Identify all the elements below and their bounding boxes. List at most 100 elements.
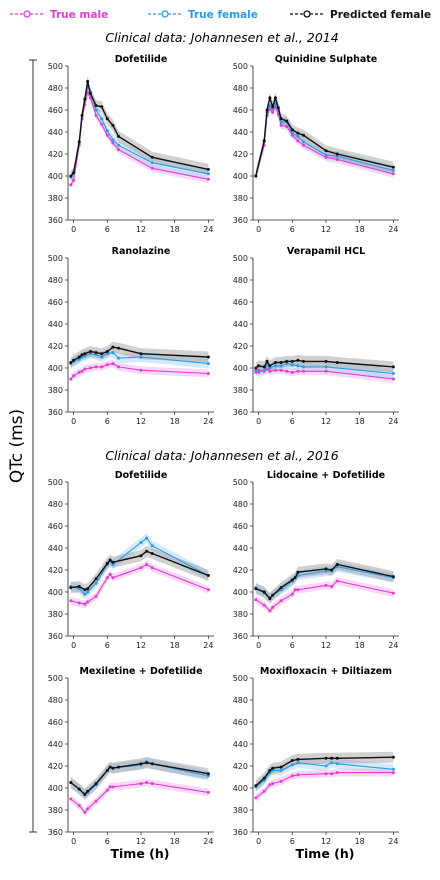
x-tick-label: 12	[321, 225, 331, 234]
data-point-predicted-female	[80, 114, 84, 117]
data-point-true-male	[206, 588, 210, 592]
series-line-true-female	[255, 102, 394, 177]
y-tick-label: 500	[48, 254, 63, 263]
data-point-true-male	[111, 785, 115, 789]
y-tick-label: 440	[48, 544, 63, 553]
data-point-predicted-female	[391, 755, 395, 759]
y-tick-label: 460	[48, 298, 63, 307]
data-point-true-female	[105, 352, 109, 356]
x-axis-label-left: Time (h)	[111, 846, 170, 861]
data-point-true-male	[150, 782, 154, 786]
data-point-predicted-female	[117, 765, 121, 769]
panel-title: Ranolazine	[112, 246, 171, 257]
data-point-predicted-female	[330, 756, 334, 760]
data-point-true-male	[290, 592, 294, 596]
data-point-predicted-female	[111, 560, 115, 564]
data-point-predicted-female	[206, 167, 210, 171]
data-point-true-male	[285, 369, 289, 373]
data-point-predicted-female	[206, 574, 210, 577]
y-tick-label: 440	[48, 740, 63, 749]
data-point-true-male	[77, 804, 81, 808]
data-point-true-male	[94, 114, 98, 117]
panel-title: Dofetilide	[115, 54, 168, 65]
data-point-predicted-female	[324, 149, 328, 153]
data-point-predicted-female	[324, 567, 328, 571]
x-tick-label: 24	[203, 417, 213, 426]
data-point-predicted-female	[150, 552, 154, 555]
data-point-predicted-female	[296, 131, 300, 135]
data-point-true-male	[111, 576, 115, 580]
data-point-true-female	[94, 353, 98, 357]
legend-label-true-male: True male	[50, 9, 108, 21]
x-tick-label: 18	[355, 225, 365, 234]
x-tick-label: 24	[388, 225, 398, 234]
data-point-predicted-female	[279, 586, 283, 590]
data-point-true-female	[150, 161, 154, 165]
data-point-predicted-female	[268, 768, 272, 772]
data-point-true-female	[150, 544, 154, 548]
y-tick-label: 480	[48, 276, 63, 285]
data-point-true-female	[279, 768, 283, 772]
data-point-true-male	[111, 362, 115, 366]
data-point-true-female	[139, 355, 143, 359]
data-point-predicted-female	[94, 577, 98, 581]
data-point-true-female	[296, 364, 300, 368]
data-point-true-male	[290, 774, 294, 778]
y-tick-label: 420	[48, 762, 63, 771]
y-tick-label: 380	[48, 806, 63, 815]
y-tick-label: 440	[233, 740, 248, 749]
data-point-true-male	[324, 369, 328, 373]
data-point-predicted-female	[335, 152, 339, 156]
data-point-predicted-female	[69, 174, 73, 178]
data-point-true-female	[139, 541, 143, 544]
data-point-true-male	[69, 377, 73, 381]
x-tick-label: 12	[321, 641, 331, 650]
data-point-true-male	[206, 790, 210, 794]
data-point-predicted-female	[88, 92, 92, 95]
y-tick-label: 440	[233, 544, 248, 553]
data-point-true-male	[391, 591, 395, 595]
data-point-predicted-female	[290, 759, 294, 762]
data-point-true-male	[265, 367, 269, 371]
data-point-true-female	[335, 762, 339, 766]
data-point-predicted-female	[290, 128, 294, 132]
data-point-true-male	[268, 369, 272, 373]
y-tick-label: 480	[48, 84, 63, 93]
data-point-true-male	[279, 599, 283, 603]
y-tick-label: 400	[233, 588, 248, 597]
x-tick-label: 12	[136, 225, 146, 234]
x-tick-label: 24	[203, 641, 213, 650]
data-point-predicted-female	[139, 352, 143, 356]
data-point-predicted-female	[293, 576, 297, 580]
data-point-true-male	[139, 368, 143, 372]
data-point-true-male	[391, 172, 395, 176]
data-point-predicted-female	[273, 361, 277, 364]
data-point-true-female	[279, 120, 283, 124]
data-point-predicted-female	[262, 776, 266, 780]
data-point-predicted-female	[69, 781, 73, 784]
data-point-true-female	[86, 590, 90, 594]
x-tick-label: 24	[203, 225, 213, 234]
data-point-true-male	[108, 785, 112, 789]
y-tick-label: 360	[233, 216, 248, 225]
data-point-predicted-female	[117, 346, 121, 350]
y-tick-label: 400	[48, 784, 63, 793]
data-point-predicted-female	[83, 352, 87, 356]
data-point-true-female	[105, 129, 109, 133]
panel-title: Moxifloxacin + Diltiazem	[260, 666, 392, 677]
data-point-true-female	[100, 117, 104, 121]
data-point-predicted-female	[265, 359, 269, 363]
data-point-true-male	[105, 133, 109, 137]
panel-title: Quinidine Sulphate	[275, 54, 378, 65]
x-tick-label: 12	[136, 417, 146, 426]
y-tick-label: 420	[48, 150, 63, 159]
data-point-true-female	[391, 767, 395, 771]
panel-8-moxifloxacin-diltiazem: Moxifloxacin + Diltiazem 360 380 400 420 440 4…	[233, 666, 399, 846]
x-tick-label: 12	[321, 837, 331, 846]
x-tick-label: 0	[71, 225, 76, 234]
data-point-predicted-female	[83, 588, 87, 592]
panel-title: Mexiletine + Dofetilide	[79, 666, 202, 677]
x-tick-label: 24	[388, 837, 398, 846]
y-tick-label: 360	[48, 408, 63, 417]
data-point-true-female	[391, 372, 395, 375]
